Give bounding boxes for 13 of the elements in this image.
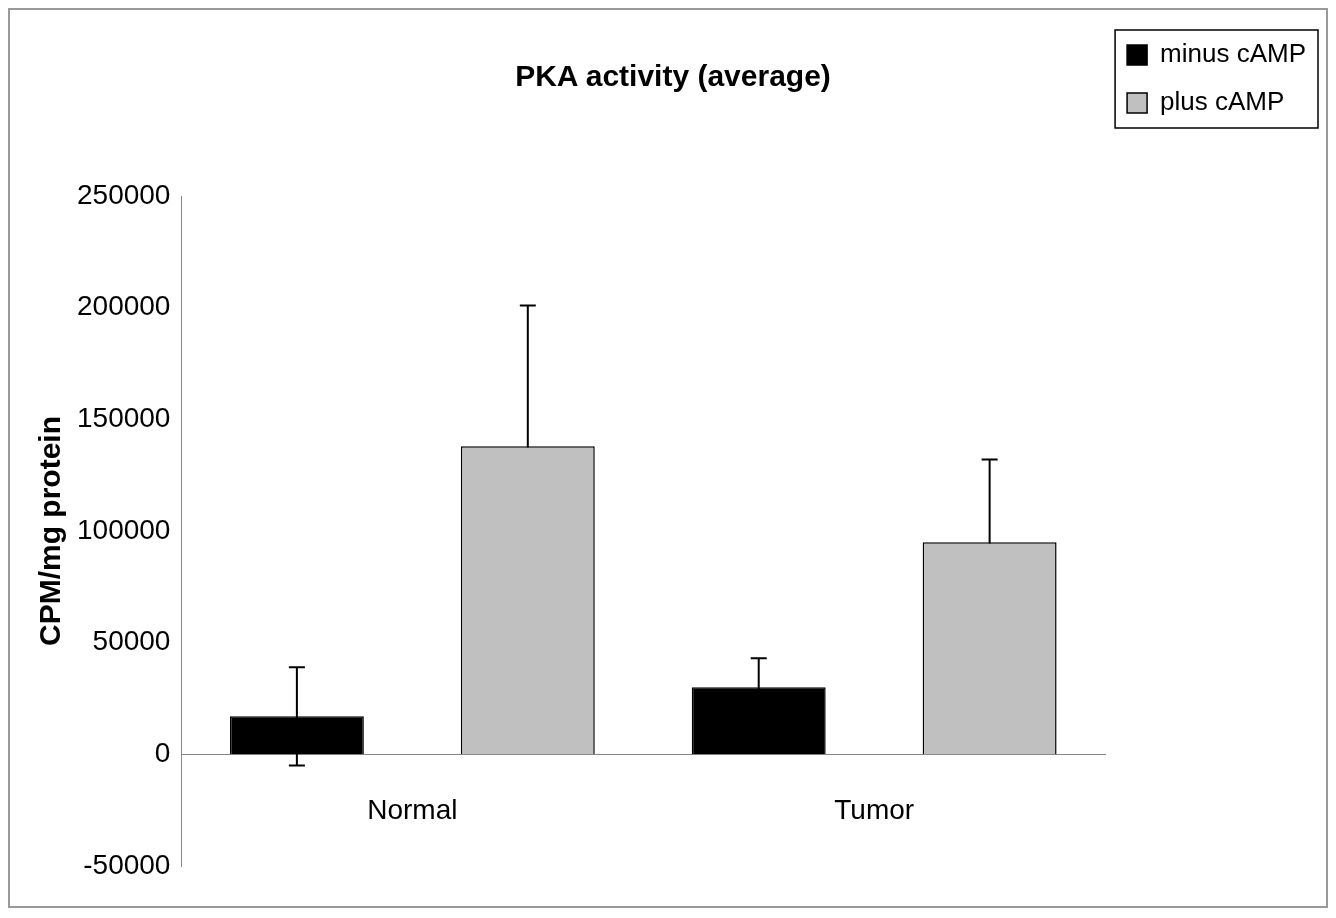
x-tick-label: Tumor [834, 793, 915, 825]
y-axis-title: CPM/mg protein [33, 416, 67, 646]
y-tick-label: 200000 [77, 290, 171, 322]
chart-title: PKA activity (average) [515, 59, 831, 93]
legend-label: plus cAMP [1160, 86, 1285, 117]
y-tick-label: 250000 [77, 178, 171, 210]
y-tick-label: 50000 [92, 625, 171, 657]
y-tick-label: 100000 [77, 513, 171, 545]
x-tick-label: Normal [367, 793, 458, 825]
y-tick-label: 150000 [77, 402, 171, 434]
y-tick-label: -50000 [83, 848, 171, 880]
y-tick-label: 0 [154, 737, 171, 769]
legend-label: minus cAMP [1160, 38, 1306, 69]
